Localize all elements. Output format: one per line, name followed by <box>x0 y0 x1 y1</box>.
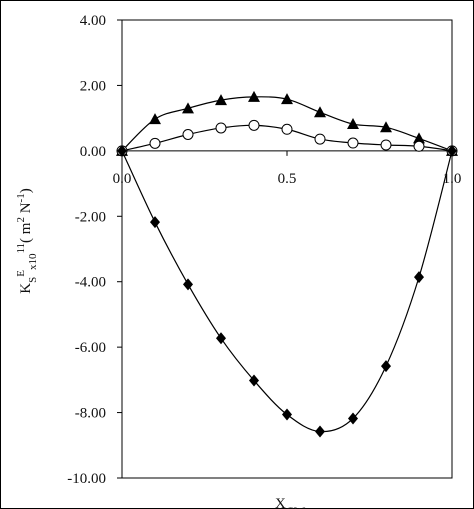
circle-marker <box>347 137 359 149</box>
y-tick-label: 0.00 <box>80 144 106 160</box>
diamond-marker <box>150 216 160 229</box>
y-label-part: K <box>18 283 34 294</box>
series-line <box>121 150 453 433</box>
circle-marker <box>248 119 260 131</box>
circle-marker <box>380 139 392 151</box>
circle-marker <box>281 123 293 135</box>
y-label-part: N <box>18 202 34 217</box>
diamond-marker <box>282 408 292 421</box>
y-tick-label: -4.00 <box>75 275 106 291</box>
y-tick-label: 2.00 <box>80 78 106 94</box>
diamond-marker <box>183 278 193 291</box>
diamond-marker <box>216 332 226 345</box>
y-axis-label: KSEx1011( m2 N-1) <box>15 188 39 293</box>
triangle-marker <box>248 90 260 102</box>
y-label-part: E <box>15 270 27 277</box>
circle-marker <box>215 122 227 134</box>
y-tick-label: -10.00 <box>67 471 106 487</box>
y-label-part: -1 <box>15 193 27 202</box>
x-tick-label: 0.5 <box>278 171 297 187</box>
triangle-marker <box>347 118 359 130</box>
y-label-part: x10 <box>27 253 39 270</box>
y-label-part: S <box>27 277 39 283</box>
diamond-marker <box>315 425 325 438</box>
triangle-marker <box>215 94 227 106</box>
x-axis-label: XCW <box>275 496 306 509</box>
diamond-marker <box>381 360 391 373</box>
circle-marker <box>182 129 194 140</box>
diamond-marker <box>249 374 259 387</box>
triangle-marker <box>281 93 293 105</box>
triangle-marker <box>413 132 425 144</box>
y-tick-label: -2.00 <box>75 209 106 225</box>
y-label-part: 2 <box>15 217 27 223</box>
diamond-marker <box>447 144 457 157</box>
triangle-marker <box>182 102 194 114</box>
diamond-marker <box>117 144 127 157</box>
plot-frame <box>121 19 453 479</box>
y-tick-label: 4.00 <box>80 13 106 29</box>
y-label-part: 11 <box>15 243 27 254</box>
circle-marker <box>314 133 326 145</box>
y-tick-label: -6.00 <box>75 340 106 356</box>
diamond-marker <box>414 271 424 284</box>
triangle-marker <box>314 106 326 118</box>
y-label-part: ) <box>18 188 34 193</box>
x-tick-label: 1.0 <box>443 171 462 187</box>
diamond-marker <box>348 412 358 425</box>
x-label-sub: CW <box>286 504 306 509</box>
circle-marker <box>149 137 161 149</box>
y-tick-label: -8.00 <box>75 406 106 422</box>
y-label-part: ( m <box>18 222 34 243</box>
x-label-main: X <box>275 496 286 509</box>
triangle-marker <box>380 121 392 133</box>
x-tick-label: 0.0 <box>113 171 132 187</box>
triangle-marker <box>149 113 161 125</box>
circle-marker <box>413 140 425 152</box>
